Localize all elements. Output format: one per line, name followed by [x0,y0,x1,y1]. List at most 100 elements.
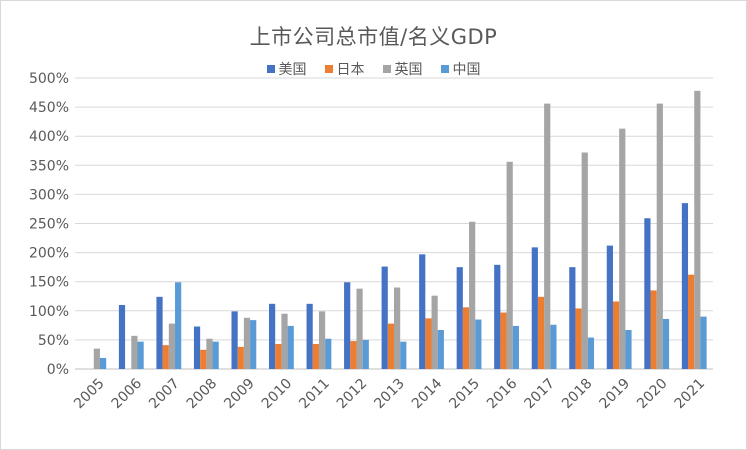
y-tick-label: 200% [29,246,69,262]
x-tick-label: 2007 [146,376,183,413]
bar-中国-2017 [550,324,557,369]
bar-英国-2013 [394,287,401,369]
legend-swatch-jp [324,65,333,73]
bar-英国-2016 [506,161,513,369]
bar-日本-2008 [200,349,207,369]
x-tick-label: 2010 [259,376,296,413]
y-tick-label: 450% [29,100,69,116]
x-tick-label: 2017 [522,376,559,413]
bar-中国-2018 [587,337,595,369]
x-tick-label: 2014 [409,376,446,413]
bar-中国-2019 [625,330,632,369]
bar-中国-2015 [475,319,482,369]
bar-日本-2014 [425,318,432,369]
bar-英国-2009 [243,317,251,369]
bar-英国-2018 [581,152,588,369]
bar-英国-2010 [281,313,288,369]
bar-中国-2011 [325,338,332,369]
bar-美国-2021 [681,203,689,369]
bar-日本-2018 [575,308,582,369]
bar-美国-2006 [118,304,126,369]
x-tick-label: 2005 [71,376,108,413]
bar-日本-2017 [537,296,545,369]
bar-美国-2015 [456,267,463,369]
legend-item-us: 美国 [266,59,307,79]
bar-中国-2013 [400,341,407,369]
x-tick-label: 2013 [371,376,408,413]
legend-label-jp: 日本 [336,62,365,78]
bar-日本-2015 [462,307,470,369]
bar-英国-2008 [206,338,213,369]
bar-美国-2014 [419,254,426,369]
bar-美国-2008 [193,326,201,369]
bar-美国-2007 [156,296,163,369]
bar-日本-2016 [500,312,507,369]
x-tick-label: 2020 [634,376,671,413]
bar-日本-2012 [350,341,357,369]
bar-中国-2008 [212,341,219,369]
bar-英国-2021 [694,90,701,369]
bar-美国-2017 [531,247,538,369]
chart-title: 上市公司总市值/名义GDP [249,25,498,49]
bar-日本-2013 [387,323,394,369]
bar-中国-2012 [362,339,369,369]
bar-中国-2007 [175,282,182,369]
bar-中国-2005 [99,357,107,369]
bar-美国-2016 [494,264,501,369]
y-tick-label: 350% [29,158,69,174]
x-tick-label: 2006 [109,376,146,413]
bar-英国-2020 [656,103,663,369]
legend-label-cn: 中国 [452,62,481,78]
y-tick-label: 100% [29,304,69,320]
legend-label-us: 美国 [278,62,307,78]
bar-中国-2006 [137,341,144,369]
x-tick-label: 2021 [672,376,709,413]
bar-日本-2011 [312,343,319,369]
bar-美国-2019 [606,245,613,369]
legend-item-jp: 日本 [324,59,365,79]
bar-中国-2021 [700,316,707,369]
legend: 美国 日本 英国 中国 [1,59,746,79]
bar-美国-2013 [381,266,388,369]
bar-日本-2020 [650,290,657,369]
bar-英国-2012 [356,288,363,369]
bar-英国-2017 [544,103,551,369]
x-tick-label: 2019 [597,376,634,413]
bar-英国-2019 [619,128,626,369]
bar-英国-2007 [168,323,176,369]
bar-中国-2009 [250,320,257,369]
x-tick-label: 2012 [334,376,371,413]
x-tick-label: 2016 [484,376,521,413]
bar-英国-2005 [93,348,100,369]
bar-英国-2014 [431,295,438,369]
bar-英国-2011 [318,311,326,369]
y-tick-label: 500% [29,71,69,87]
bar-日本-2009 [237,346,244,369]
bar-中国-2014 [437,330,444,369]
x-tick-label: 2009 [221,376,258,413]
y-tick-label: 150% [29,275,69,291]
legend-swatch-uk [382,65,391,73]
bar-中国-2010 [287,325,294,369]
x-tick-label: 2011 [296,376,333,413]
bar-美国-2012 [344,282,351,369]
bar-美国-2018 [569,267,576,369]
y-tick-label: 400% [29,129,69,145]
bar-美国-2020 [644,218,651,369]
bar-日本-2010 [275,343,282,369]
legend-item-uk: 英国 [382,59,423,79]
bar-美国-2011 [306,303,313,369]
y-tick-label: 0% [47,362,69,378]
bar-中国-2020 [662,318,670,369]
bar-英国-2006 [131,335,138,369]
bar-美国-2009 [231,311,238,369]
bar-日本-2007 [162,345,169,369]
bar-中国-2016 [512,325,519,369]
legend-swatch-cn [440,65,449,73]
x-tick-label: 2008 [184,376,221,413]
legend-swatch-us [266,65,275,73]
y-tick-label: 250% [29,217,69,233]
bar-美国-2010 [269,303,276,369]
